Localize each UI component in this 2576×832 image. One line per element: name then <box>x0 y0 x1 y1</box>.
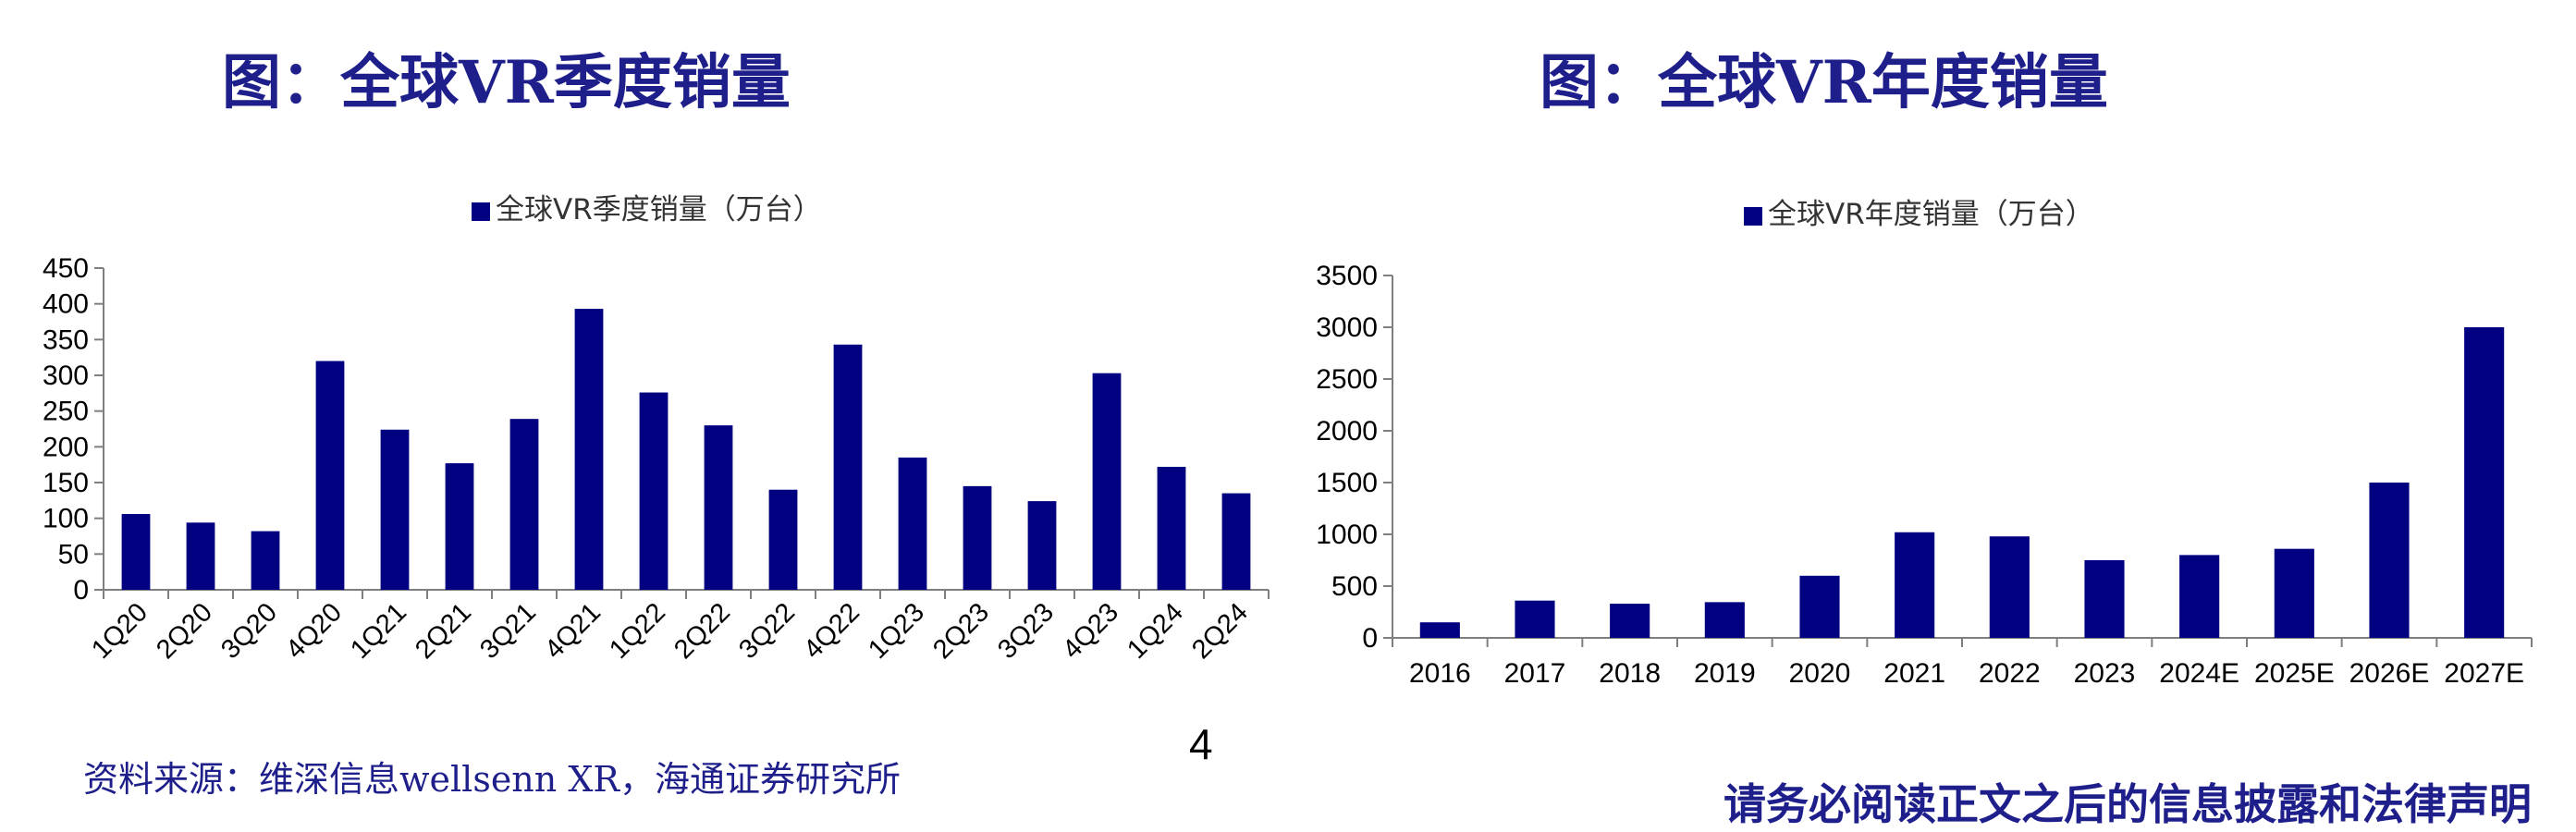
bar-2020 <box>1799 575 1840 638</box>
y-tick-label: 100 <box>43 504 89 534</box>
y-tick-label: 350 <box>43 324 89 355</box>
bar-2018 <box>1610 604 1650 638</box>
bar-1Q20 <box>121 514 151 590</box>
y-tick-label: 400 <box>43 289 89 320</box>
x-tick-label: 2026E <box>2349 658 2430 689</box>
legend-label: 全球VR年度销量（万台） <box>1768 198 2094 231</box>
y-tick-label: 50 <box>58 539 89 569</box>
y-tick-label: 200 <box>43 432 89 462</box>
bar-2016 <box>1419 622 1460 638</box>
x-tick-label: 2018 <box>1599 658 1661 689</box>
bar-3Q23 <box>1027 501 1057 590</box>
legend-swatch <box>472 202 490 221</box>
y-tick-label: 300 <box>43 361 89 391</box>
legal-disclaimer: 请务必阅读正文之后的信息披露和法律声明 <box>1723 779 2532 829</box>
x-tick-label: 2019 <box>1694 658 1756 689</box>
bar-2Q23 <box>963 485 992 590</box>
bar-1Q23 <box>898 457 927 590</box>
y-tick-label: 500 <box>1331 571 1378 602</box>
x-tick-label: 2023 <box>2074 658 2136 689</box>
page-number: 4 <box>1189 720 1213 768</box>
bar-4Q21 <box>574 309 604 590</box>
bar-4Q20 <box>315 361 345 590</box>
bar-1Q21 <box>380 429 410 590</box>
legend-label: 全球VR季度销量（万台） <box>496 193 822 226</box>
bar-2025E <box>2274 548 2314 638</box>
bar-2Q24 <box>1221 493 1251 590</box>
bar-2027E <box>2464 327 2505 638</box>
bar-2019 <box>1704 602 1745 638</box>
x-tick-label: 2027E <box>2444 658 2524 689</box>
x-tick-label: 2021 <box>1883 658 1945 689</box>
bar-1Q22 <box>639 392 669 590</box>
y-tick-label: 450 <box>43 253 89 284</box>
x-tick-label: 2016 <box>1409 658 1471 689</box>
annual-sales-chart: 全球VR年度销量（万台） 0 500 1000 1500 2000 2500 3000 3500… <box>1316 198 2533 689</box>
bar-3Q22 <box>768 489 798 590</box>
bar-3Q21 <box>509 419 539 590</box>
y-tick-label: 3000 <box>1316 312 1378 343</box>
y-tick-label: 150 <box>43 468 89 498</box>
bar-1Q24 <box>1157 466 1186 590</box>
y-tick-label: 2000 <box>1316 416 1378 447</box>
quarterly-sales-chart: 全球VR季度销量（万台）0501001502002503003504004501… <box>43 193 1270 665</box>
bar-4Q23 <box>1092 373 1122 590</box>
source-note: 资料来源：维深信息wellsenn XR，海通证券研究所 <box>83 759 902 800</box>
annual-chart-title: 图：全球VR年度销量 <box>1539 48 2108 117</box>
x-tick-label: 2024E <box>2159 658 2239 689</box>
x-tick-label: 2017 <box>1504 658 1566 689</box>
y-tick-label: 0 <box>1362 623 1378 654</box>
bar-2024E <box>2179 555 2220 638</box>
bar-2026E <box>2369 483 2410 638</box>
y-tick-label: 0 <box>73 575 89 606</box>
bar-2017 <box>1515 600 1555 638</box>
bar-4Q22 <box>833 344 863 590</box>
x-tick-label: 2020 <box>1789 658 1851 689</box>
y-tick-label: 2500 <box>1316 364 1378 395</box>
y-tick-label: 1500 <box>1316 468 1378 498</box>
quarterly-chart-title: 图：全球VR季度销量 <box>222 48 791 117</box>
y-tick-label: 250 <box>43 397 89 427</box>
x-tick-label: 2025E <box>2254 658 2335 689</box>
bar-2Q22 <box>704 425 733 590</box>
x-tick-label: 2022 <box>1979 658 2041 689</box>
bar-2023 <box>2084 560 2125 638</box>
bar-2Q21 <box>445 463 474 590</box>
bar-2Q20 <box>186 522 215 590</box>
y-tick-label: 3500 <box>1316 261 1378 291</box>
legend-swatch <box>1744 207 1762 226</box>
y-tick-label: 1000 <box>1316 520 1378 550</box>
bar-3Q20 <box>251 531 280 590</box>
bar-2021 <box>1895 532 1935 638</box>
bar-2022 <box>1989 536 2030 638</box>
